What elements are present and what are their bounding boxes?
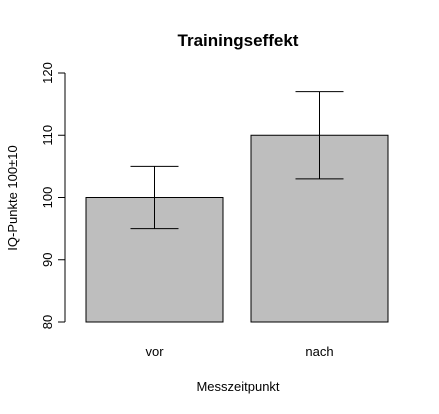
- y-tick-label: 90: [40, 253, 55, 267]
- category-label: vor: [145, 344, 164, 359]
- y-axis-label: IQ-Punkte 100±10: [5, 145, 20, 250]
- error-bar-vor: [130, 165, 179, 230]
- chart-title: Trainingseffekt: [178, 31, 299, 50]
- error-bar-nach: [295, 91, 344, 180]
- y-tick-label: 110: [40, 125, 55, 146]
- category-label: nach: [305, 344, 333, 359]
- y-tick-label: 100: [40, 187, 55, 209]
- category-labels: vor nach: [145, 344, 333, 359]
- error-bars-group: [130, 91, 344, 230]
- y-ticks-group: 80 90 100 110 120: [40, 62, 65, 329]
- x-axis-label: Messzeitpunkt: [196, 379, 279, 394]
- y-tick-label: 80: [40, 315, 55, 329]
- y-tick-label: 120: [40, 62, 55, 84]
